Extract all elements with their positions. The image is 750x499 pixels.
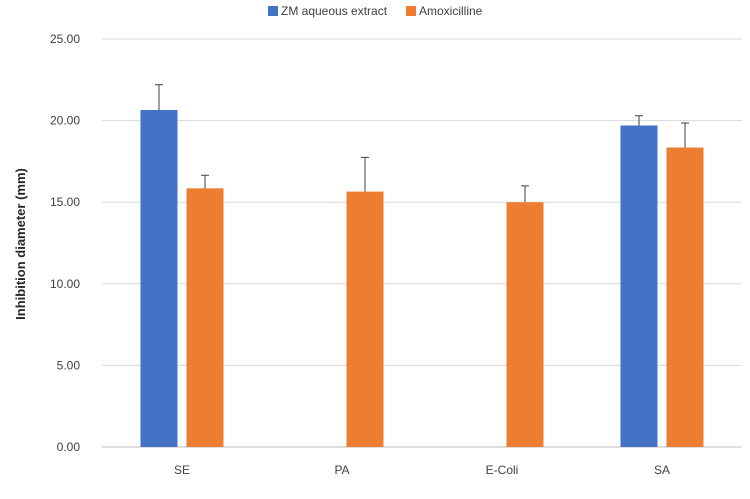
bar-amoxicilline-se — [186, 188, 224, 447]
x-tick-label-se: SE — [174, 463, 190, 477]
y-axis-label: Inhibition diameter (mm) — [13, 168, 28, 320]
bars — [140, 109, 704, 447]
x-tick-label-pa: PA — [334, 463, 349, 477]
error-bar-zm-aqueous-extract-se — [155, 84, 163, 110]
error-bar-amoxicilline-pa — [361, 156, 369, 192]
error-bar-amoxicilline-sa — [681, 122, 689, 148]
x-tick-label-sa: SA — [654, 463, 670, 477]
error-bar-zm-aqueous-extract-sa — [635, 115, 643, 126]
legend: ZM aqueous extract Amoxicilline — [268, 4, 483, 18]
y-tick-label: 10.00 — [50, 277, 80, 291]
x-tick-labels: SE PA E-Coli SA — [174, 463, 670, 477]
y-tick-label: 5.00 — [57, 358, 81, 372]
error-bars — [155, 84, 689, 203]
bar-zm-aqueous-extract-se — [140, 109, 178, 447]
legend-swatch-zm-aqueous-extract — [268, 6, 278, 16]
y-tick-label: 25.00 — [50, 32, 80, 46]
bar-amoxicilline-pa — [346, 191, 384, 447]
legend-swatch-amoxicilline — [406, 6, 416, 16]
error-bar-amoxicilline-se — [201, 174, 209, 189]
legend-label-zm-aqueous-extract: ZM aqueous extract — [281, 4, 388, 18]
bar-amoxicilline-sa — [666, 147, 704, 447]
legend-label-amoxicilline: Amoxicilline — [419, 4, 483, 18]
y-tick-label: 0.00 — [57, 440, 81, 454]
x-tick-label-e-coli: E-Coli — [486, 463, 519, 477]
y-tick-label: 20.00 — [50, 114, 80, 128]
y-tick-labels: 0.00 5.00 10.00 15.00 20.00 25.00 — [50, 32, 80, 454]
error-bar-amoxicilline-e-coli — [521, 185, 529, 203]
y-tick-label: 15.00 — [50, 195, 80, 209]
bar-amoxicilline-e-coli — [506, 202, 544, 447]
bar-zm-aqueous-extract-sa — [620, 125, 658, 447]
